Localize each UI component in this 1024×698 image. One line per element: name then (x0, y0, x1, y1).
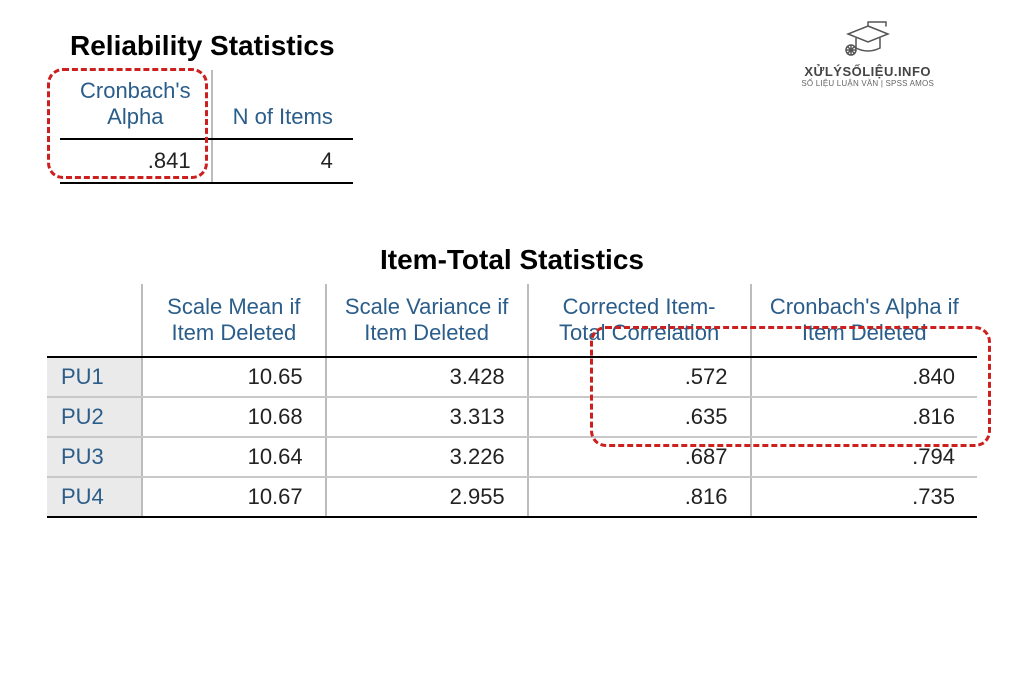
cell-variance: 3.226 (326, 437, 528, 477)
cell-mean: 10.68 (142, 397, 326, 437)
cell-correlation: .687 (528, 437, 751, 477)
table-row: PU410.672.955.816.735 (47, 477, 977, 517)
reliability-header-alpha: Cronbach's Alpha (60, 70, 212, 139)
item-total-title: Item-Total Statistics (40, 244, 984, 276)
reliability-header-n: N of Items (212, 70, 353, 139)
row-label: PU3 (47, 437, 142, 477)
row-label: PU4 (47, 477, 142, 517)
cell-variance: 3.428 (326, 357, 528, 397)
logo-block: XỬLÝSỐLIỆU.INFO SỐ LIỆU LUẬN VĂN | SPSS … (801, 20, 934, 88)
cell-alpha: .816 (751, 397, 977, 437)
table-row: PU310.643.226.687.794 (47, 437, 977, 477)
cell-correlation: .635 (528, 397, 751, 437)
logo-sub-text: SỐ LIỆU LUẬN VĂN | SPSS AMOS (801, 79, 934, 88)
cell-mean: 10.65 (142, 357, 326, 397)
col-scale-mean: Scale Mean if Item Deleted (142, 284, 326, 357)
cell-mean: 10.64 (142, 437, 326, 477)
cell-correlation: .816 (528, 477, 751, 517)
reliability-table: Cronbach's Alpha N of Items .841 4 (60, 70, 353, 184)
cell-alpha: .794 (751, 437, 977, 477)
cell-alpha: .840 (751, 357, 977, 397)
item-total-table: Scale Mean if Item Deleted Scale Varianc… (47, 284, 977, 518)
table-row: PU110.653.428.572.840 (47, 357, 977, 397)
row-label: PU2 (47, 397, 142, 437)
col-corrected-correlation: Corrected Item-Total Correlation (528, 284, 751, 357)
cell-mean: 10.67 (142, 477, 326, 517)
cell-variance: 2.955 (326, 477, 528, 517)
col-scale-variance: Scale Variance if Item Deleted (326, 284, 528, 357)
cell-correlation: .572 (528, 357, 751, 397)
reliability-alpha-value: .841 (60, 139, 212, 183)
row-label: PU1 (47, 357, 142, 397)
cell-alpha: .735 (751, 477, 977, 517)
cell-variance: 3.313 (326, 397, 528, 437)
col-alpha-if-deleted: Cronbach's Alpha if Item Deleted (751, 284, 977, 357)
logo-main-text: XỬLÝSỐLIỆU.INFO (801, 64, 934, 79)
table-row: PU210.683.313.635.816 (47, 397, 977, 437)
reliability-n-value: 4 (212, 139, 353, 183)
graduation-icon (838, 20, 898, 62)
item-total-blank-header (47, 284, 142, 357)
